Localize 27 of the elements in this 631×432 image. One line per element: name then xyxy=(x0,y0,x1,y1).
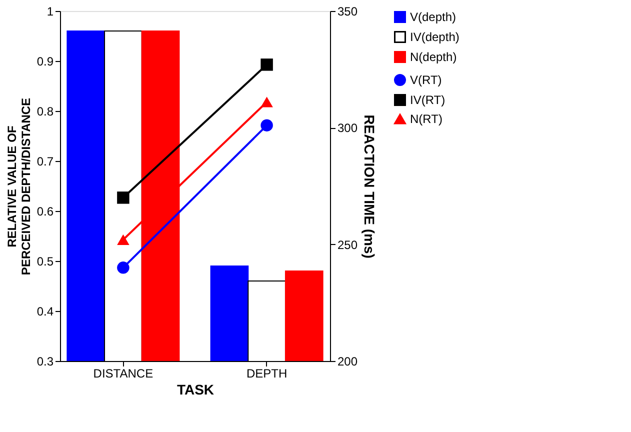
point xyxy=(117,192,130,204)
legend-label: V(depth) xyxy=(410,10,456,24)
x-tick-label: DEPTH xyxy=(246,366,288,380)
y-tick-label: 1 xyxy=(46,4,54,18)
legend-label: N(depth) xyxy=(410,50,457,64)
y-tick-label: 0.8 xyxy=(36,104,54,118)
y-tick-label: 0.5 xyxy=(36,254,54,268)
legend-label: IV(depth) xyxy=(410,30,460,44)
y-tick-label: 0.7 xyxy=(36,154,54,168)
x-axis-title: TASK xyxy=(176,382,214,398)
y2-tick-label: 200 xyxy=(338,354,358,368)
legend-label: IV(RT) xyxy=(410,93,446,107)
point xyxy=(260,58,273,71)
x-tick-label: DISTANCE xyxy=(93,366,154,380)
point xyxy=(117,262,130,274)
point xyxy=(260,119,273,132)
legend-label: V(RT) xyxy=(410,73,442,87)
y-tick-label: 0.9 xyxy=(36,54,54,68)
y-tick-label: 0.3 xyxy=(36,354,54,368)
y2-tick-label: 350 xyxy=(338,4,358,18)
y-tick-label: 0.6 xyxy=(36,204,54,218)
y2-axis-title: REACTION TIME (ms) xyxy=(362,114,378,258)
y2-tick-label: 250 xyxy=(338,238,358,252)
legend-label: N(RT) xyxy=(410,112,442,126)
y-axis-title: RELATIVE VALUE OF PERCEIVED DEPTH/DISTANCE xyxy=(4,98,33,276)
y2-tick-label: 300 xyxy=(338,121,358,136)
y-tick-label: 0.4 xyxy=(36,304,54,318)
